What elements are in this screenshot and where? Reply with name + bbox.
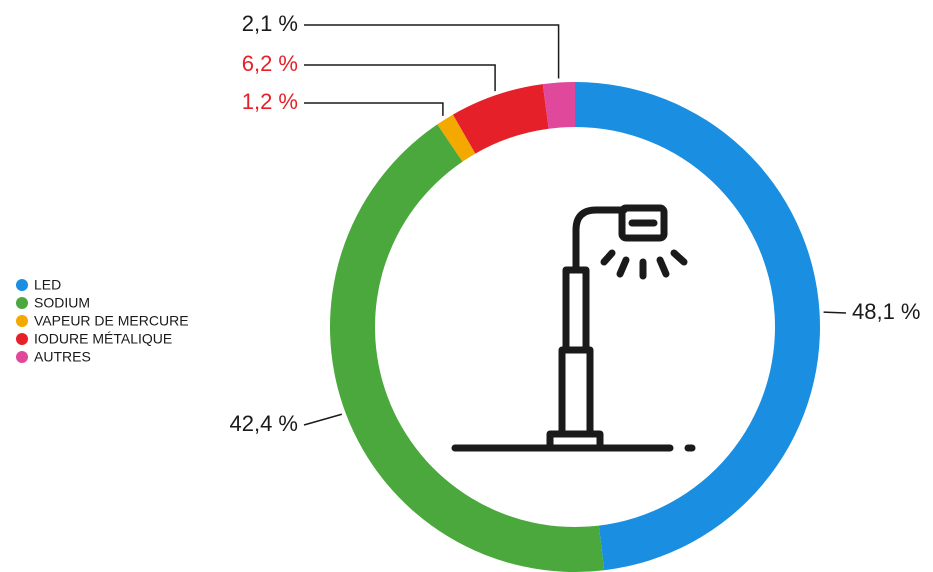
value-label: 2,1 % — [242, 11, 298, 36]
legend-label: IODURE MÉTALIQUE — [34, 331, 172, 347]
value-label: 42,4 % — [230, 411, 299, 436]
legend-label: VAPEUR DE MERCURE — [34, 313, 189, 329]
donut-slice — [452, 84, 549, 154]
value-label: 6,2 % — [242, 51, 298, 76]
legend-marker — [16, 297, 28, 309]
donut-slice — [437, 114, 476, 162]
legend-label: AUTRES — [34, 349, 91, 365]
leader-line — [304, 64, 496, 92]
value-label: 1,2 % — [242, 89, 298, 114]
donut-slice — [330, 124, 605, 572]
leader-line — [823, 311, 847, 314]
legend-marker — [16, 279, 28, 291]
leader-line — [304, 102, 444, 116]
street-lamp-icon — [451, 204, 696, 452]
legend-label: SODIUM — [34, 295, 90, 311]
legend-label: LED — [34, 277, 61, 293]
value-label: 48,1 % — [852, 299, 921, 324]
donut-slice — [542, 82, 575, 129]
donut-slice — [575, 82, 820, 571]
leader-line — [304, 24, 560, 79]
legend-marker — [16, 315, 28, 327]
legend-marker — [16, 333, 28, 345]
leader-line — [303, 413, 343, 426]
legend-marker — [16, 351, 28, 363]
